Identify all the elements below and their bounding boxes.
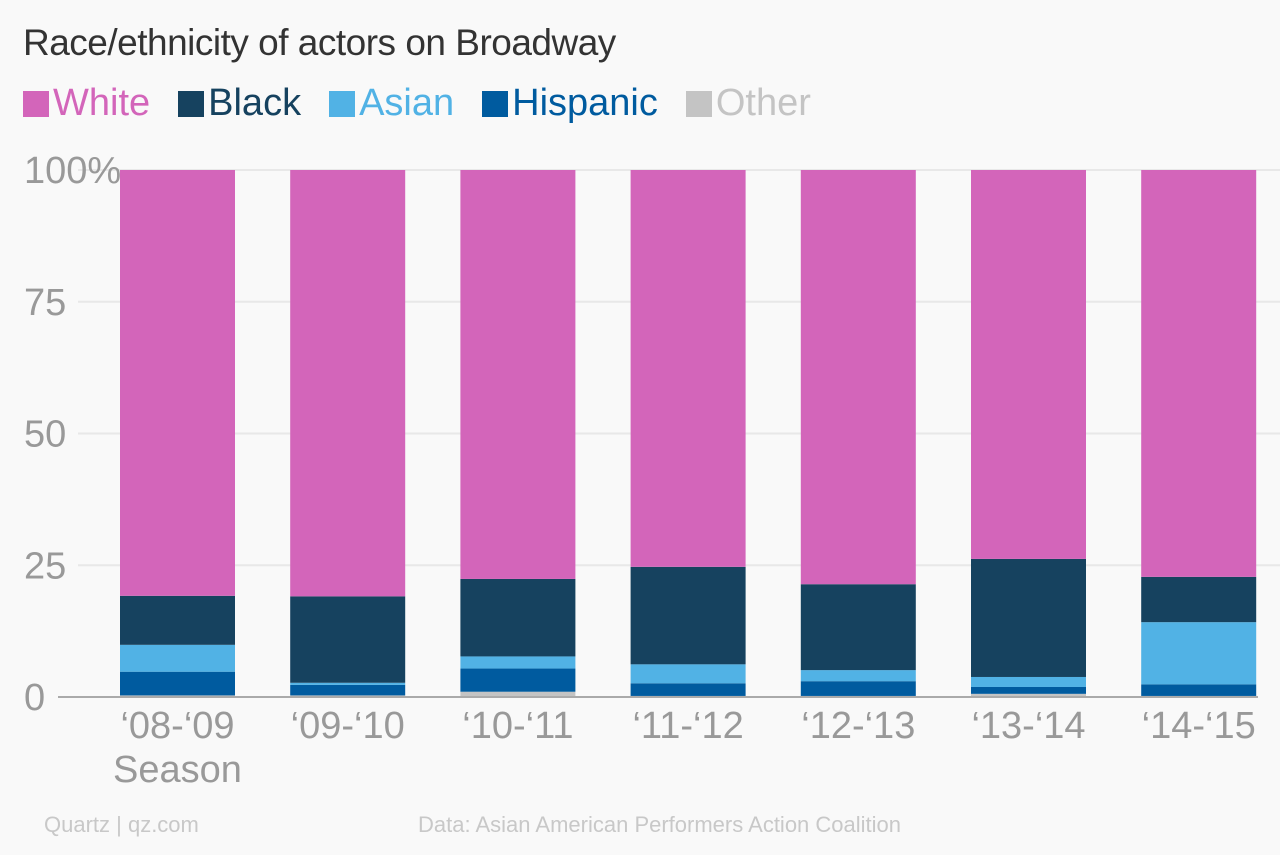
- bar-segment-asian: [290, 682, 406, 685]
- bar-segment-other: [460, 691, 576, 697]
- legend-label-black: Black: [208, 82, 302, 124]
- bar-segment-hispanic: [800, 681, 916, 696]
- legend-swatch-white: [23, 90, 49, 117]
- bar-segment-black: [800, 584, 916, 671]
- legend-label-white: White: [53, 82, 151, 124]
- y-tick-label: 75: [24, 282, 66, 324]
- bar-segment-white: [460, 170, 576, 579]
- x-tick-label: ‘08-‘09: [120, 705, 234, 747]
- bar-segment-white: [120, 170, 235, 596]
- legend-item-hispanic: Hispanic: [482, 82, 658, 125]
- x-tick-label: ‘09-‘10: [291, 705, 405, 747]
- y-tick-label: 0: [24, 677, 45, 719]
- bar-segment-black: [971, 558, 1086, 677]
- bar-segment-hispanic: [120, 671, 235, 696]
- bar-segment-asian: [1141, 622, 1257, 685]
- bar-segment-white: [630, 170, 746, 567]
- legend-item-other: Other: [685, 82, 811, 125]
- legend-swatch-black: [178, 90, 205, 117]
- bar-segment-black: [120, 595, 235, 645]
- bar-segment-white: [800, 170, 916, 585]
- legend-label-other: Other: [715, 82, 811, 124]
- bar-segment-black: [1141, 576, 1257, 623]
- legend-item-black: Black: [178, 82, 301, 125]
- bar-segment-hispanic: [460, 668, 576, 692]
- x-tick-label: ‘12-‘13: [801, 705, 915, 747]
- bar-segment-asian: [630, 664, 746, 684]
- x-tick-label: ‘10-‘11: [462, 705, 573, 747]
- bar-segment-hispanic: [290, 684, 406, 696]
- bar-segment-black: [630, 566, 746, 665]
- footer-credit: Quartz | qz.com: [44, 812, 199, 837]
- legend: White Black Asian Hispanic Other: [23, 82, 839, 125]
- x-tick-label: ‘13-‘14: [971, 705, 1085, 747]
- bar-segment-black: [290, 596, 406, 683]
- legend-item-white: White: [23, 82, 150, 125]
- bar-segment-white: [290, 170, 406, 597]
- x-tick-label: ‘14-‘15: [1142, 705, 1256, 747]
- bar-segment-white: [971, 170, 1086, 559]
- bar-segment-white: [1141, 170, 1257, 577]
- bar-segment-asian: [120, 644, 235, 672]
- legend-swatch-hispanic: [482, 90, 509, 117]
- legend-swatch-asian: [329, 90, 356, 117]
- bar-segment-hispanic: [971, 686, 1086, 694]
- x-tick-label: ‘11-‘12: [632, 705, 743, 747]
- footer-source: Data: Asian American Performers Action C…: [418, 812, 902, 837]
- legend-label-asian: Asian: [359, 82, 455, 124]
- legend-swatch-other: [685, 90, 712, 117]
- legend-item-asian: Asian: [329, 82, 454, 125]
- y-tick-label: 25: [24, 545, 66, 587]
- bar-segment-black: [460, 578, 576, 657]
- bar-segment-hispanic: [630, 683, 746, 696]
- bar-segment-asian: [800, 670, 916, 682]
- bar-segment-other: [971, 693, 1086, 697]
- bar-segment-hispanic: [1141, 684, 1257, 696]
- y-tick-label: 100%: [24, 150, 121, 192]
- bar-segment-asian: [460, 656, 576, 669]
- bar-segment-asian: [971, 676, 1086, 687]
- legend-label-hispanic: Hispanic: [512, 82, 658, 124]
- chart-title: Race/ethnicity of actors on Broadway: [23, 22, 616, 63]
- y-tick-label: 50: [24, 414, 66, 456]
- x-axis-sublabel: Season: [113, 749, 242, 791]
